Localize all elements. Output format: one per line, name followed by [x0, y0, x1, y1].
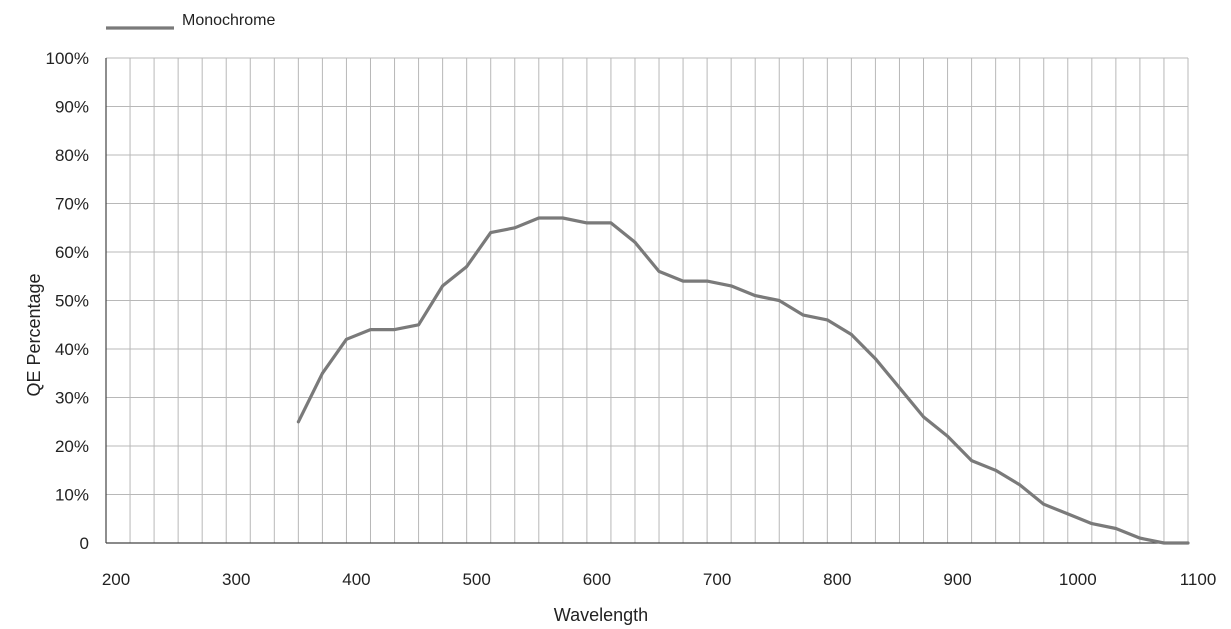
data-point — [1066, 512, 1070, 516]
x-tick-label: 200 — [102, 570, 130, 589]
data-point — [801, 313, 805, 317]
x-tick-label: 300 — [222, 570, 250, 589]
grid-layer — [106, 57, 1189, 543]
x-tick-label: 500 — [462, 570, 490, 589]
data-point — [296, 420, 300, 424]
data-point — [321, 371, 324, 375]
x-tick-label: 800 — [823, 570, 851, 589]
data-point — [874, 357, 877, 361]
data-point — [537, 216, 541, 220]
data-point — [489, 231, 493, 235]
y-tick-label: 20% — [55, 437, 89, 456]
data-point — [705, 279, 709, 283]
data-point — [1162, 541, 1166, 545]
x-tick-label: 700 — [703, 570, 731, 589]
legend: Monochrome — [106, 12, 275, 30]
data-point — [585, 221, 589, 225]
y-tick-label: 100% — [46, 49, 89, 68]
data-point — [441, 284, 445, 288]
data-point — [1138, 536, 1142, 540]
data-point — [753, 294, 757, 298]
x-tick-label: 1000 — [1059, 570, 1097, 589]
legend-label-monochrome: Monochrome — [182, 12, 275, 29]
data-point — [994, 468, 998, 472]
data-point — [417, 323, 420, 327]
data-point — [561, 216, 565, 220]
y-tick-label: 70% — [55, 195, 89, 214]
y-tick-label: 40% — [55, 340, 89, 359]
y-tick-label: 60% — [55, 243, 89, 262]
data-point — [1090, 522, 1094, 525]
data-point — [609, 221, 613, 225]
x-tick-label: 600 — [583, 570, 611, 589]
data-point — [946, 434, 949, 438]
series-layer — [296, 216, 1190, 545]
data-point — [369, 328, 372, 331]
data-point — [970, 459, 973, 462]
data-point — [729, 284, 733, 288]
data-point — [393, 328, 396, 331]
x-axis-title: Wavelength — [554, 605, 648, 625]
axis-layer — [105, 58, 1188, 544]
data-point — [345, 337, 348, 341]
data-point — [1114, 527, 1118, 530]
y-tick-label: 0 — [80, 534, 89, 553]
data-point — [657, 270, 661, 273]
data-point — [465, 265, 469, 268]
y-tick-label: 50% — [55, 292, 89, 311]
x-tick-label: 1100 — [1180, 570, 1217, 589]
series-line-monochrome — [296, 216, 1190, 545]
data-point — [1042, 502, 1046, 506]
data-point — [1186, 541, 1190, 545]
data-point — [825, 318, 829, 322]
y-tick-label: 30% — [55, 389, 89, 408]
x-tick-label: 400 — [342, 570, 370, 589]
data-point — [681, 279, 685, 283]
data-point — [1018, 483, 1022, 487]
data-point — [922, 415, 925, 419]
x-tick-label: 900 — [943, 570, 971, 589]
y-tick-label: 90% — [55, 98, 89, 117]
y-tick-label: 10% — [55, 486, 89, 505]
data-point — [849, 333, 853, 336]
data-point — [898, 386, 901, 390]
y-axis-title: QE Percentage — [24, 273, 44, 396]
tick-labels: 0 10% 20% 30% 40% 50% 60% 70% 80% 90% 100% 200 300 40… — [46, 49, 1217, 589]
y-tick-label: 80% — [55, 146, 89, 165]
data-point — [777, 299, 781, 302]
data-point — [513, 226, 517, 230]
data-point — [633, 240, 637, 244]
